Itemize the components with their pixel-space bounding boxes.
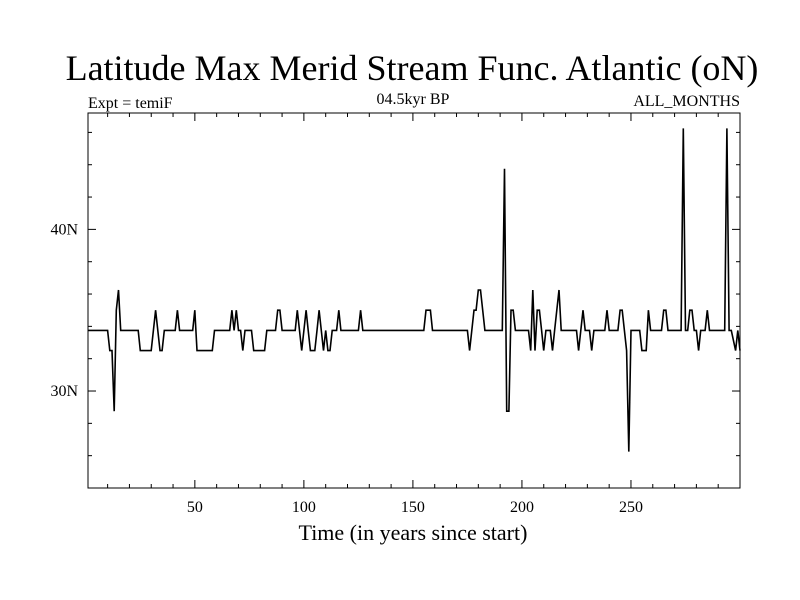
subtitle-right: ALL_MONTHS: [633, 93, 740, 110]
x-tick-label: 250: [619, 499, 643, 516]
x-tick-label: 100: [292, 499, 316, 516]
y-tick-label: 40N: [50, 221, 78, 238]
axis-tick-labels: 50 100 150 200 250 30N 40N: [50, 221, 643, 516]
x-tick-label: 50: [187, 499, 203, 516]
x-tick-label: 200: [510, 499, 534, 516]
subtitle-center: 04.5kyr BP: [377, 91, 450, 108]
chart-title: Latitude Max Merid Stream Func. Atlantic…: [66, 48, 759, 88]
axis-ticks: [88, 113, 740, 489]
x-axis-label: Time (in years since start): [299, 520, 528, 545]
subtitle-left: Expt = temiF: [88, 95, 173, 112]
series-line: [88, 128, 741, 452]
plot-frame: [87, 112, 741, 489]
x-tick-label: 150: [401, 499, 425, 516]
y-tick-label: 30N: [50, 383, 78, 400]
